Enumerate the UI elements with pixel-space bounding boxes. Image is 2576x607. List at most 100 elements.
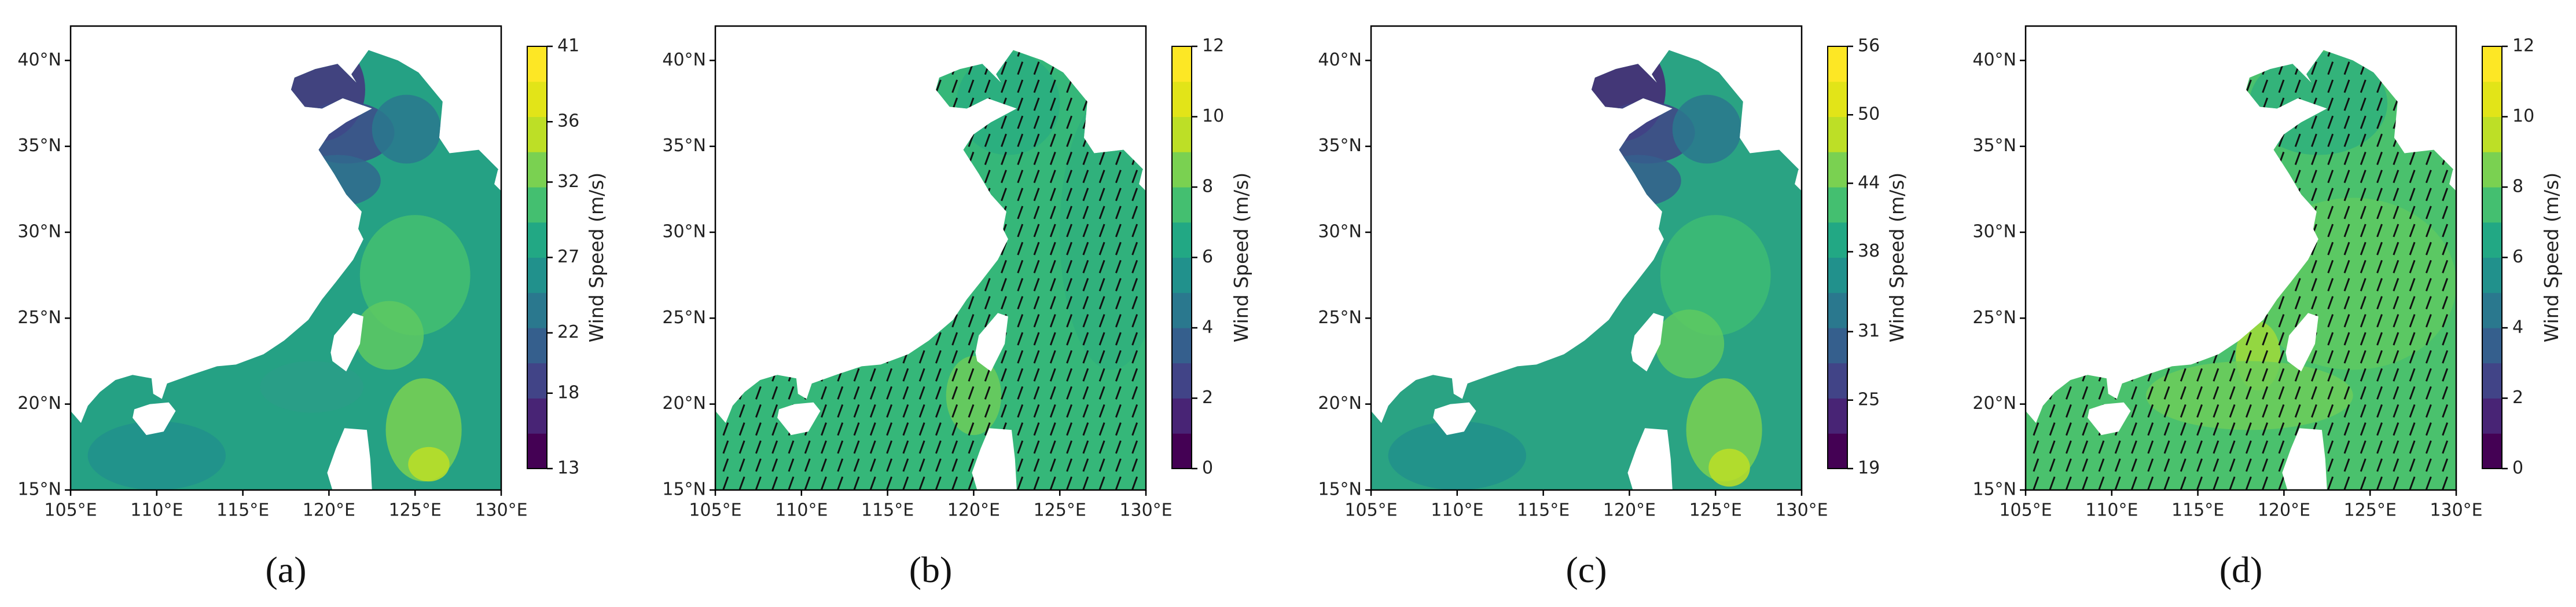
wind-arrow <box>2278 133 2285 147</box>
wind-arrow <box>951 115 958 129</box>
wind-arrow <box>2196 170 2203 184</box>
wind-arrow <box>2229 440 2236 454</box>
wind-arrow <box>2148 25 2153 38</box>
wind-arrow <box>1033 242 1040 255</box>
wind-arrow <box>2083 25 2088 38</box>
wind-arrow <box>755 151 762 165</box>
wind-arrow <box>853 332 860 346</box>
wind-arrow <box>2114 188 2121 202</box>
wind-arrow <box>2098 188 2105 202</box>
wind-arrow <box>2098 115 2105 129</box>
wind-arrow <box>2327 224 2334 237</box>
wind-arrow <box>2327 242 2334 255</box>
wind-arrow <box>771 242 778 255</box>
wind-arrow <box>804 368 811 382</box>
wind-arrow <box>902 422 909 436</box>
wind-arrow <box>2033 206 2040 220</box>
wind-arrow <box>984 79 991 93</box>
wind-arrow <box>853 115 860 129</box>
wind-arrow <box>902 332 909 346</box>
wind-arrow <box>853 170 860 184</box>
colorbar-band <box>2482 328 2502 364</box>
wind-arrow <box>2343 350 2350 364</box>
wind-arrow <box>2147 332 2154 346</box>
wind-arrow <box>918 332 925 346</box>
speed-blob <box>1594 155 1681 207</box>
wind-arrow <box>1033 259 1040 273</box>
colorbar-tick-label: 10 <box>2512 106 2534 126</box>
wind-arrow <box>2082 332 2089 346</box>
wind-arrow <box>2409 332 2416 346</box>
wind-arrow <box>738 170 745 184</box>
wind-arrow <box>2131 332 2137 346</box>
wind-arrow <box>837 277 844 291</box>
y-tick-label: 20°N <box>1972 393 2016 414</box>
wind-arrow <box>722 115 729 129</box>
wind-arrow <box>1033 61 1040 75</box>
colorbar-band <box>1828 152 1847 188</box>
wind-arrow <box>1131 79 1138 93</box>
wind-arrow <box>2262 224 2269 237</box>
land <box>327 428 372 490</box>
wind-arrow <box>2114 314 2121 328</box>
wind-arrow <box>2294 404 2301 418</box>
y-tick-label: 30°N <box>1318 222 1362 242</box>
wind-arrow <box>837 259 844 273</box>
wind-arrow <box>2393 61 2399 75</box>
x-tick-label: 125°E <box>1689 500 1742 521</box>
wind-arrow <box>1033 79 1040 93</box>
colorbar-tick-label: 6 <box>1202 247 1213 267</box>
wind-arrow <box>951 476 958 490</box>
wind-arrow <box>2180 440 2187 454</box>
colorbar-band <box>1172 116 1192 152</box>
x-tick-label: 115°E <box>861 500 914 521</box>
colorbar-band <box>1172 222 1192 258</box>
wind-arrow <box>2180 79 2187 93</box>
colorbar-band <box>527 116 547 152</box>
wind-arrow <box>968 50 975 57</box>
wind-arrow <box>755 368 762 382</box>
wind-arrow <box>2311 368 2317 382</box>
wind-arrow <box>1082 224 1089 237</box>
wind-arrow <box>1049 404 1056 418</box>
wind-arrow <box>1066 404 1072 418</box>
wind-arrow <box>2147 151 2154 165</box>
wind-arrow <box>2360 115 2366 129</box>
wind-arrow <box>1017 242 1024 255</box>
wind-arrow <box>1098 61 1105 75</box>
land <box>330 313 363 372</box>
wind-arrow <box>2425 350 2432 364</box>
wind-arrow <box>853 133 860 147</box>
wind-arrow <box>2343 242 2350 255</box>
colorbar-tick-label: 27 <box>557 247 579 267</box>
wind-arrow <box>2131 61 2137 75</box>
wind-arrow <box>2245 61 2252 75</box>
wind-arrow <box>1066 133 1072 147</box>
wind-arrow <box>2442 476 2449 490</box>
wind-arrow <box>1082 61 1089 75</box>
wind-arrow <box>2376 458 2383 472</box>
wind-arrow <box>2278 422 2285 436</box>
wind-arrow <box>2065 440 2072 454</box>
wind-arrow <box>2098 458 2105 472</box>
wind-arrow <box>870 25 875 38</box>
wind-arrow <box>837 242 844 255</box>
colorbar-label: Wind Speed (m/s) <box>2540 173 2563 343</box>
wind-arrow <box>2131 50 2137 57</box>
wind-arrow <box>771 314 778 328</box>
colorbar-band <box>1172 81 1192 117</box>
wind-arrow <box>853 50 860 57</box>
wind-arrow <box>1001 151 1007 165</box>
wind-arrow <box>2033 224 2040 237</box>
y-tick-label: 40°N <box>1972 50 2016 70</box>
wind-arrow <box>1131 170 1138 184</box>
wind-arrow <box>2409 151 2416 165</box>
wind-arrow <box>2294 368 2301 382</box>
wind-arrow <box>2049 404 2056 418</box>
wind-arrow <box>821 115 827 129</box>
wind-arrow <box>1017 296 1024 310</box>
wind-arrow <box>1017 133 1024 147</box>
wind-arrow <box>2343 133 2350 147</box>
wind-arrow <box>2245 188 2252 202</box>
wind-arrow <box>2376 314 2383 328</box>
